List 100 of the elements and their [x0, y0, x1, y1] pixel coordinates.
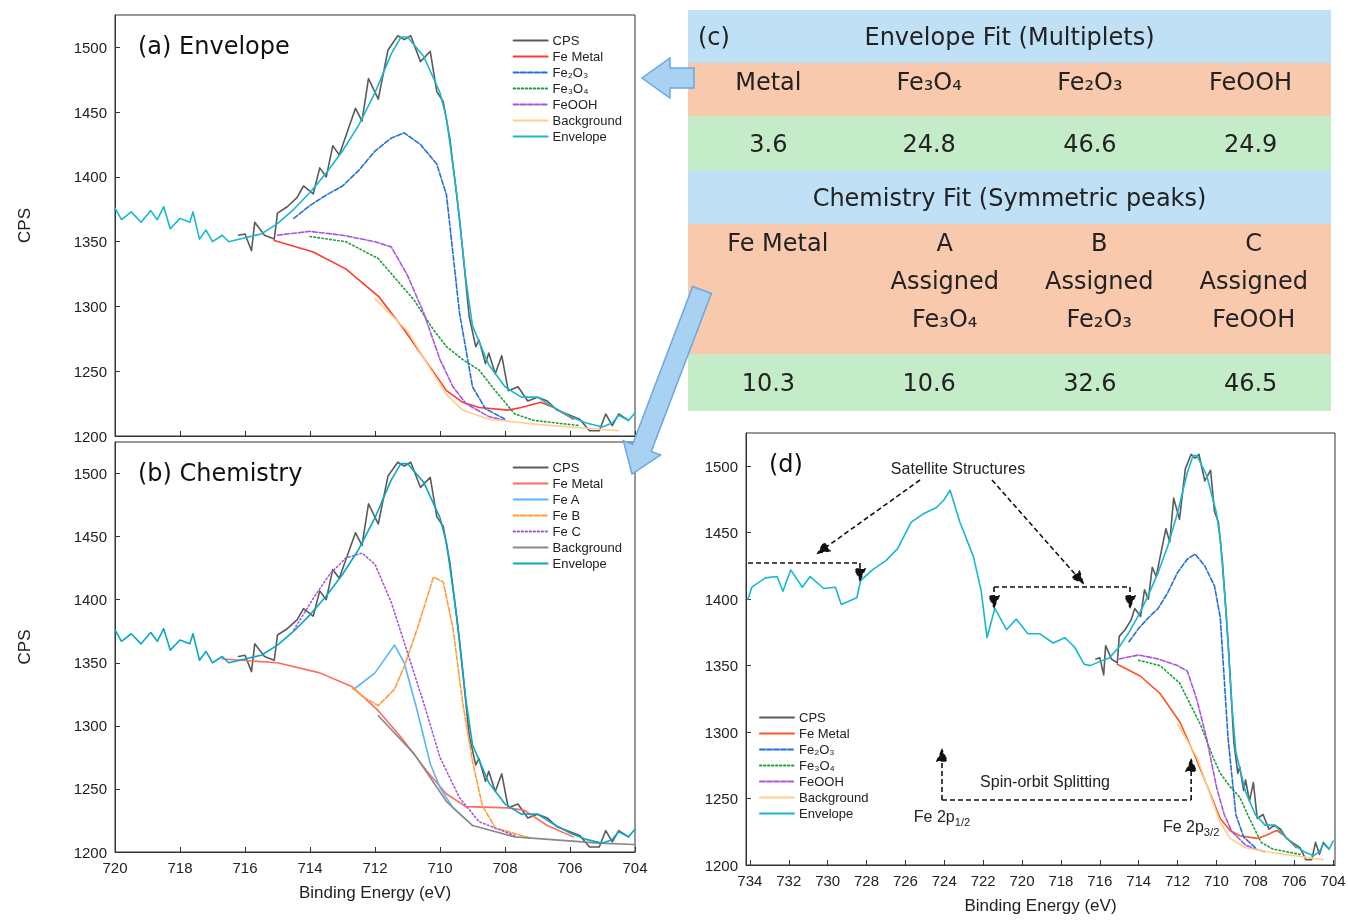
x-tick-label: 706 [1281, 872, 1307, 889]
y-tick-label: 1200 [704, 856, 738, 874]
line-series [292, 552, 516, 837]
y-tick-label: 1450 [704, 524, 738, 542]
x-axis-title: Binding Energy (eV) [964, 896, 1117, 915]
line-series [1128, 553, 1257, 849]
x-tick-label: 726 [892, 872, 918, 889]
y-tick-label: 1200 [73, 427, 107, 445]
category-label: C Assigned FeOOH [1198, 228, 1309, 335]
y-tick-label: 1500 [704, 457, 738, 475]
data-label: 46.5 [1222, 367, 1279, 399]
legend-label: Envelope [799, 806, 854, 821]
y-tick-label: 1350 [73, 233, 107, 251]
x-axis-title: Binding Energy (eV) [298, 883, 452, 902]
annotation: Spin-orbit Splitting [980, 773, 1110, 791]
x-tick-label: 708 [1242, 872, 1268, 889]
line-series [114, 462, 636, 844]
legend-label: Fe C [552, 524, 581, 539]
x-tick-label: 716 [1087, 872, 1113, 889]
x-tick-label: 718 [167, 859, 193, 876]
text: (a) Envelope [138, 32, 290, 60]
legend-label: Fe B [552, 508, 581, 523]
x-tick-label: 716 [232, 859, 258, 876]
line-series [292, 132, 506, 420]
x-tick-label: 734 [737, 872, 763, 889]
data-label: 32.6 [1062, 367, 1118, 399]
x-tick-label: 718 [1048, 872, 1074, 889]
y-tick-label: 1300 [704, 723, 738, 741]
category-label: Fe₃O₄ [895, 67, 963, 98]
y-tick-label: 1250 [704, 790, 738, 808]
y-tick-label: 1200 [73, 843, 107, 861]
annotation: Fe 2p$_{1/2}$ [913, 807, 971, 829]
x-tick-label: 714 [1126, 872, 1152, 889]
y-tick-label: 1400 [73, 591, 107, 609]
annotation: Satellite Structures [890, 460, 1026, 478]
line-series [309, 235, 581, 427]
category-label: A Assigned Fe₃O₄ [889, 228, 1000, 335]
legend-label: Fe₂O₃ [552, 65, 589, 80]
legend-label: Fe Metal [799, 726, 850, 741]
category-label: FeOOH [1208, 67, 1294, 98]
text: Chemistry Fit (Symmetric peaks) [812, 182, 1207, 214]
annotation: Fe 2p$_{3/2}$ [1162, 817, 1220, 839]
text: (c) [698, 21, 730, 53]
legend-label: CPS [799, 710, 827, 725]
legend-label: Background [799, 790, 869, 805]
y-tick-label: 1400 [704, 590, 738, 608]
y-tick-label: 1450 [73, 103, 107, 121]
x-tick-label: 730 [815, 872, 841, 889]
data-label: 3.6 [748, 128, 789, 160]
line-series [377, 714, 636, 846]
data-label: 10.3 [740, 367, 797, 399]
category-label: Fe Metal [726, 228, 830, 259]
line-series [276, 230, 506, 422]
legend-label: Fe₂O₃ [799, 742, 835, 757]
y-tick-label: 1450 [73, 528, 107, 546]
legend-label: Background [552, 113, 623, 128]
legend-label: Fe A [552, 492, 580, 507]
data-label: 24.9 [1222, 128, 1279, 160]
data-label: 10.6 [901, 367, 957, 399]
legend-label: Fe₃O₄ [552, 81, 589, 96]
line-series [747, 454, 1334, 857]
legend-label: FeOOH [799, 774, 844, 789]
legend-label: Background [552, 540, 623, 555]
y-tick-label: 1300 [73, 297, 107, 315]
y-axis-title: CPS [15, 208, 34, 243]
line-series [1137, 659, 1301, 856]
data-label: 46.6 [1062, 128, 1118, 160]
x-tick-label: 728 [854, 872, 880, 889]
x-tick-label: 720 [1009, 872, 1035, 889]
text: Envelope Fit (Multiplets) [864, 21, 1155, 53]
y-tick-label: 1250 [73, 362, 107, 380]
legend-label: FeOOH [552, 97, 598, 112]
y-tick-label: 1500 [73, 465, 107, 483]
x-tick-label: 710 [1203, 872, 1229, 889]
x-tick-label: 704 [1320, 872, 1346, 889]
category-label: Metal [734, 67, 803, 98]
category-label: Fe₂O₃ [1056, 67, 1124, 98]
legend-label: Envelope [552, 556, 607, 571]
line-series [1116, 663, 1297, 849]
y-tick-label: 1350 [704, 657, 738, 675]
x-tick-label: 710 [427, 859, 453, 876]
x-tick-label: 708 [492, 859, 518, 876]
text: (b) Chemistry [138, 459, 303, 487]
y-axis-title: CPS [15, 629, 34, 665]
legend-label: Fe Metal [552, 49, 604, 64]
line-series [273, 239, 575, 420]
y-tick-label: 1400 [73, 168, 107, 186]
legend-label: Fe Metal [552, 476, 604, 491]
y-tick-label: 1500 [73, 38, 107, 56]
x-tick-label: 724 [931, 872, 957, 889]
legend-label: CPS [552, 33, 580, 48]
x-tick-label: 712 [1165, 872, 1191, 889]
y-tick-label: 1350 [73, 654, 107, 672]
y-tick-label: 1300 [73, 717, 107, 735]
category-label: B Assigned Fe₂O₃ [1043, 228, 1155, 335]
line-series [374, 297, 620, 432]
x-tick-label: 712 [362, 859, 388, 876]
x-tick-label: 722 [970, 872, 996, 889]
legend-label: CPS [552, 460, 580, 475]
line-series [221, 658, 575, 838]
